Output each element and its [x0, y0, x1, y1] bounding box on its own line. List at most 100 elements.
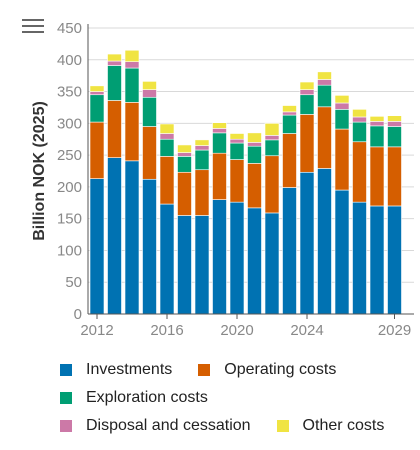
legend-label-investments: Investments	[86, 361, 173, 378]
legend-swatch-disposal-and-cessation	[60, 420, 72, 432]
bar-2015-other-costs	[142, 81, 157, 90]
bar-2012-disposal-and-cessation	[89, 91, 105, 96]
bar-2015-investments	[142, 178, 157, 315]
y-tick-label-100: 100	[57, 242, 82, 259]
bar-2015-operating-costs	[142, 126, 157, 180]
bar-2027-disposal-and-cessation	[352, 116, 367, 123]
bar-2021-other-costs	[247, 132, 262, 143]
bar-2013-investments	[107, 157, 122, 315]
bar-2012-investments	[89, 178, 105, 315]
bar-2028-investments	[369, 205, 385, 315]
bar-2024-disposal-and-cessation	[299, 89, 315, 96]
legend-item-investments[interactable]: Investments	[60, 361, 172, 379]
legend-label-other-costs: Other costs	[302, 417, 385, 434]
bar-2022-operating-costs	[264, 155, 280, 214]
bar-2016-other-costs	[159, 123, 175, 134]
legend-item-operating-costs[interactable]: Operating costs	[198, 361, 336, 379]
bar-2015-exploration-costs	[142, 96, 157, 127]
legend-item-exploration-costs[interactable]: Exploration costs	[60, 389, 208, 407]
bar-2020-operating-costs	[229, 159, 245, 203]
bar-2012-operating-costs	[89, 121, 105, 179]
bar-2022-exploration-costs	[264, 139, 280, 157]
legend-label-operating-costs: Operating costs	[224, 361, 337, 378]
bar-2014-operating-costs	[124, 102, 140, 162]
bar-2028-other-costs	[369, 116, 385, 122]
bar-2027-exploration-costs	[352, 121, 367, 143]
bar-2026-exploration-costs	[334, 109, 350, 130]
bar-2020-disposal-and-cessation	[229, 138, 245, 144]
y-tick-label-150: 150	[57, 211, 82, 228]
bar-2026-disposal-and-cessation	[334, 102, 350, 110]
bar-2013-operating-costs	[107, 100, 122, 158]
bar-2020-exploration-costs	[229, 142, 245, 160]
bar-2029-other-costs	[387, 115, 402, 122]
legend-label-disposal-and-cessation: Disposal and cessation	[86, 417, 251, 434]
bar-2022-investments	[264, 212, 280, 315]
bar-2013-other-costs	[107, 53, 122, 62]
bar-2019-disposal-and-cessation	[212, 128, 227, 134]
bar-2015-disposal-and-cessation	[142, 89, 157, 98]
hamburger-menu-icon[interactable]	[22, 19, 44, 37]
bar-2018-exploration-costs	[194, 149, 210, 171]
y-tick-label-300: 300	[57, 115, 82, 132]
y-tick-label-450: 450	[57, 20, 82, 37]
bar-2016-investments	[159, 203, 175, 315]
bar-2014-exploration-costs	[124, 67, 140, 103]
bar-2027-investments	[352, 201, 367, 315]
legend-swatch-other-costs	[276, 420, 289, 432]
bar-2020-investments	[229, 201, 245, 315]
bar-2017-investments	[177, 215, 192, 315]
bar-2021-operating-costs	[247, 163, 262, 209]
bar-2024-other-costs	[299, 81, 315, 90]
bar-2025-exploration-costs	[317, 84, 332, 108]
bar-2019-investments	[212, 199, 227, 315]
bar-2027-operating-costs	[352, 141, 367, 203]
y-tick-label-250: 250	[57, 147, 82, 164]
bar-2014-disposal-and-cessation	[124, 61, 140, 69]
legend-item-disposal-and-cessation[interactable]: Disposal and cessation	[60, 417, 251, 435]
bar-2022-other-costs	[264, 123, 280, 136]
y-tick-label-0: 0	[74, 306, 82, 323]
x-tick-label-2024: 2024	[290, 322, 323, 339]
bar-2021-disposal-and-cessation	[247, 142, 262, 147]
bar-2023-exploration-costs	[282, 114, 297, 134]
bar-2014-investments	[124, 160, 140, 315]
x-tick-label-2012: 2012	[80, 322, 113, 339]
bar-2023-operating-costs	[282, 133, 297, 188]
y-tick-label-400: 400	[57, 52, 82, 69]
legend-swatch-operating-costs	[198, 364, 211, 376]
bar-2013-exploration-costs	[107, 65, 122, 101]
bar-2019-other-costs	[212, 122, 227, 129]
bar-2027-other-costs	[352, 109, 367, 118]
bar-2029-operating-costs	[387, 146, 402, 207]
bar-2023-disposal-and-cessation	[282, 111, 297, 116]
legend-item-other-costs[interactable]: Other costs	[276, 417, 385, 435]
bar-2019-operating-costs	[212, 152, 227, 200]
bar-2014-other-costs	[124, 49, 140, 62]
bar-2026-other-costs	[334, 95, 350, 104]
bar-2025-disposal-and-cessation	[317, 79, 332, 86]
y-axis-label: Billion NOK (2025)	[31, 101, 48, 241]
x-tick-label-2020: 2020	[220, 322, 253, 339]
bar-2016-disposal-and-cessation	[159, 133, 175, 140]
bar-2013-disposal-and-cessation	[107, 60, 122, 66]
bar-2017-operating-costs	[177, 171, 192, 216]
bar-2017-other-costs	[177, 144, 192, 153]
bar-2025-operating-costs	[317, 106, 332, 169]
bar-2018-operating-costs	[194, 169, 210, 216]
bar-2028-operating-costs	[369, 146, 385, 207]
bar-2029-investments	[387, 205, 402, 315]
bar-2012-exploration-costs	[89, 94, 105, 123]
bar-2017-exploration-costs	[177, 156, 192, 173]
bar-2018-other-costs	[194, 139, 210, 146]
legend-label-exploration-costs: Exploration costs	[86, 389, 208, 406]
legend-swatch-investments	[60, 364, 72, 376]
bar-2026-operating-costs	[334, 128, 350, 191]
legend-swatch-exploration-costs	[60, 392, 72, 404]
bar-2021-exploration-costs	[247, 145, 262, 164]
legend: Investments Operating costs Exploration …	[60, 356, 410, 440]
bar-2020-other-costs	[229, 133, 245, 140]
x-tick-label-2029: 2029	[378, 322, 411, 339]
bar-2028-exploration-costs	[369, 125, 385, 148]
y-tick-label-200: 200	[57, 179, 82, 196]
